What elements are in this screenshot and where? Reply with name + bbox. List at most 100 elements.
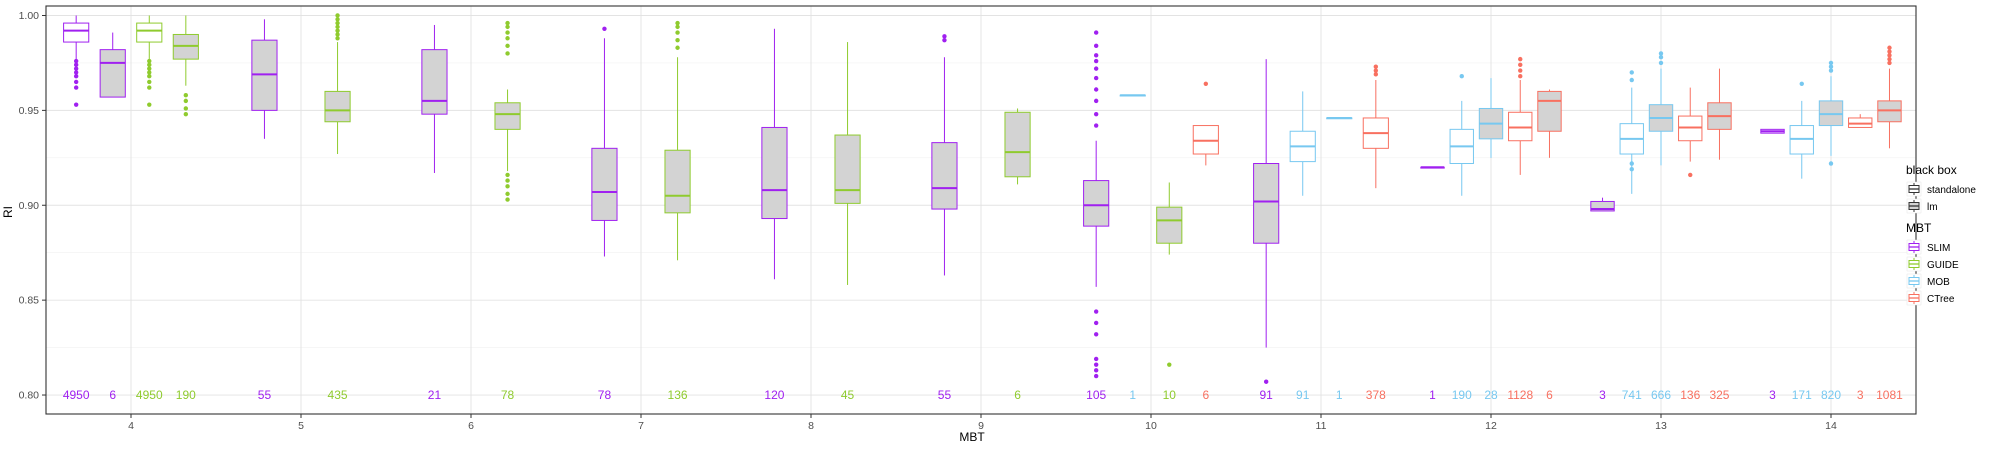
outlier-point (1093, 87, 1099, 92)
count-label: 136 (668, 388, 688, 402)
outlier-point (183, 98, 189, 104)
outlier-point (1518, 62, 1523, 68)
outlier-point (147, 70, 152, 75)
box-slim-lm-7 (591, 26, 618, 257)
legend-label: SLIM (1927, 243, 1950, 254)
outlier-point (147, 102, 152, 107)
box-guide-lm-10 (1156, 182, 1183, 367)
outlier-point (1887, 49, 1892, 54)
box-slim-standalone-14 (1760, 128, 1785, 134)
outlier-point (1887, 53, 1892, 58)
x-tick-label: 5 (298, 420, 304, 432)
outlier-point (1093, 309, 1099, 314)
count-label: 171 (1792, 388, 1812, 402)
legend-item-mbt: CTree (1906, 290, 1955, 306)
box-guide-lm-8 (834, 42, 861, 285)
box-mob-lm-13 (1648, 51, 1674, 166)
legend-label: GUIDE (1927, 260, 1959, 271)
outlier-point (1093, 368, 1099, 373)
x-axis-title: MBT (959, 430, 985, 444)
x-tick-label: 4 (128, 420, 134, 432)
x-tick-label: 11 (1316, 420, 1327, 432)
count-label: 21 (428, 388, 442, 402)
legend: black box standalone lm MBT SLIM GUIDE MOB C… (1906, 163, 1976, 306)
count-label: 4950 (63, 388, 90, 402)
box-mob-standalone-11 (1289, 91, 1316, 196)
outlier-point (1629, 161, 1634, 166)
legend-label: MOB (1927, 277, 1950, 288)
y-tick-label: 0.95 (19, 105, 40, 117)
box-ctree-standalone-12 (1508, 56, 1533, 175)
outlier-point (73, 62, 79, 68)
outlier-point (1629, 77, 1634, 83)
outlier-point (335, 32, 340, 37)
legend-item-black-box: lm (1906, 198, 1938, 214)
box-mob-lm-11 (1326, 116, 1353, 120)
y-tick-label: 0.80 (19, 390, 40, 402)
x-tick-label: 12 (1485, 420, 1497, 432)
outlier-point (942, 37, 947, 43)
box-body (99, 49, 126, 98)
box-body (421, 49, 448, 115)
outlier-point (1887, 60, 1892, 66)
count-label: 378 (1366, 388, 1386, 402)
outlier-point (147, 58, 152, 64)
outlier-point (335, 17, 340, 22)
outlier-point (505, 191, 510, 197)
box-slim-lm-10 (1083, 30, 1110, 379)
outlier-point (1828, 68, 1834, 73)
outlier-point (602, 26, 607, 31)
box-slim-standalone-4 (63, 15, 90, 107)
outlier-point (335, 24, 340, 30)
outlier-point (1093, 98, 1099, 104)
outlier-point (147, 74, 152, 79)
box-ctree-standalone-14 (1848, 114, 1873, 128)
outlier-point (1263, 379, 1269, 384)
outlier-point (335, 28, 340, 33)
outlier-point (73, 85, 79, 90)
outlier-point (73, 58, 79, 64)
outlier-point (1203, 81, 1209, 87)
x-tick-label: 7 (638, 420, 644, 432)
x-tick-label: 13 (1655, 420, 1667, 432)
outlier-point (147, 62, 152, 68)
box-body (1590, 200, 1615, 212)
box-guide-lm-7 (664, 20, 691, 261)
box-ctree-lm-13 (1707, 68, 1732, 160)
count-label: 6 (1014, 388, 1021, 402)
box-body (664, 149, 691, 214)
box-mob-standalone-13 (1619, 70, 1644, 194)
axes: 0.800.850.900.951.004 5 6 7 8 9 10 11 12 13 14 (19, 5, 1917, 432)
box-ctree-standalone-10 (1192, 81, 1219, 166)
box-mob-standalone-14 (1789, 81, 1814, 179)
outlier-point (675, 20, 680, 26)
box-slim-lm-8 (761, 28, 788, 280)
box-body (63, 22, 90, 43)
box-guide-lm-6 (494, 20, 521, 202)
box-ctree-lm-12 (1537, 89, 1562, 158)
count-label: 55 (258, 388, 272, 402)
outlier-point (73, 66, 79, 71)
outlier-point (505, 184, 510, 189)
box-body (761, 126, 788, 220)
outlier-point (1658, 55, 1664, 60)
box-guide-lm-9 (1004, 108, 1031, 185)
outlier-point (1373, 68, 1379, 73)
outlier-point (183, 106, 189, 111)
legend-title-mbt: MBT (1906, 221, 1932, 235)
outlier-point (1459, 74, 1464, 79)
box-body (834, 134, 861, 204)
outlier-point (505, 197, 510, 202)
count-label: 1128 (1507, 388, 1533, 402)
outlier-point (1093, 30, 1099, 35)
box-body (1253, 163, 1280, 244)
outlier-point (1093, 373, 1099, 379)
outlier-point (1887, 56, 1892, 62)
outlier-point (505, 30, 510, 35)
legend-item-mbt: SLIM (1906, 239, 1950, 255)
legend-item-mbt: MOB (1906, 273, 1950, 289)
outlier-point (1093, 43, 1099, 49)
box-slim-lm-6 (421, 24, 448, 173)
box-slim-lm-13 (1590, 197, 1615, 212)
count-label: 1081 (1876, 388, 1903, 402)
